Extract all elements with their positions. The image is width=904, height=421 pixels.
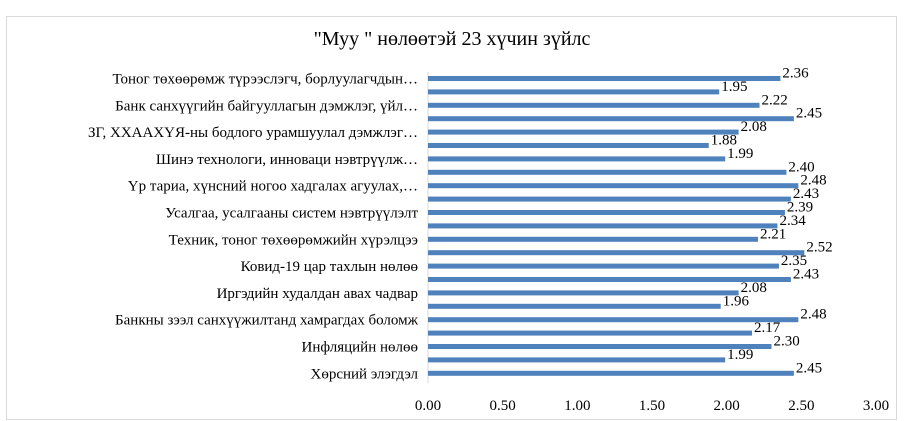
data-label: 1.95 bbox=[721, 79, 747, 95]
bar bbox=[428, 129, 739, 135]
bar bbox=[428, 236, 759, 242]
data-label: 2.45 bbox=[796, 106, 822, 122]
category-label: ЗГ, ХХААХҮЯ-ны бодлого урамшуулал дэмжлэ… bbox=[88, 125, 418, 141]
bar bbox=[428, 223, 778, 229]
category-label: Усалгаа, усалгааны систем нэвтрүүлэлт bbox=[165, 206, 418, 222]
bar bbox=[428, 210, 785, 215]
category-label: Ковид-19 цар тахлын нөлөө bbox=[241, 259, 418, 275]
category-label: Үр тариа, хүнсний ногоо хадгалах агуулах… bbox=[128, 179, 418, 195]
data-label: 2.08 bbox=[741, 119, 767, 135]
bar bbox=[428, 76, 781, 81]
data-label: 1.88 bbox=[711, 133, 737, 149]
bar bbox=[428, 344, 772, 349]
bar bbox=[428, 196, 791, 202]
category-label: Банк санхүүгийн байгууллагын дэмжлэг, үй… bbox=[115, 98, 418, 114]
data-label: 2.45 bbox=[796, 360, 822, 376]
bar bbox=[428, 89, 720, 95]
category-label: Инфляцийн нөлөө bbox=[302, 340, 418, 356]
x-tick-label: 1.00 bbox=[564, 398, 590, 414]
bar bbox=[428, 290, 739, 296]
category-label: Техник, тоног төхөөрөмжийн хүрэлцээ bbox=[169, 232, 418, 248]
bar bbox=[428, 250, 805, 256]
data-label: 2.08 bbox=[741, 280, 767, 296]
data-label: 2.34 bbox=[779, 213, 806, 229]
bar bbox=[428, 317, 799, 323]
bar bbox=[428, 357, 726, 363]
bar bbox=[428, 143, 709, 148]
data-label: 2.35 bbox=[781, 253, 807, 269]
chart-area bbox=[6, 16, 897, 420]
data-label: 2.21 bbox=[760, 226, 786, 242]
category-label: Хөрсний элэгдэл bbox=[311, 366, 419, 382]
data-label: 2.52 bbox=[806, 240, 832, 256]
data-label: 2.39 bbox=[787, 200, 813, 216]
data-label: 2.48 bbox=[800, 173, 826, 189]
data-label: 2.17 bbox=[754, 320, 781, 336]
bar bbox=[428, 156, 726, 162]
data-label: 2.30 bbox=[773, 334, 799, 350]
category-label: Иргэдийн худалдан авах чадвар bbox=[217, 286, 418, 302]
bar bbox=[428, 370, 794, 376]
data-label: 1.96 bbox=[723, 293, 750, 309]
bar bbox=[428, 330, 753, 336]
bar bbox=[428, 263, 779, 269]
chart-title: "Муу " нөлөөтэй 23 хүчин зүйлс bbox=[313, 28, 591, 50]
data-label: 2.48 bbox=[800, 307, 826, 323]
bar bbox=[428, 183, 799, 189]
x-tick-label: 0.50 bbox=[490, 398, 516, 414]
x-tick-label: 2.50 bbox=[788, 398, 814, 414]
category-label: Тоног төхөөрөмж түрээслэгч, борлуулагчды… bbox=[112, 72, 418, 88]
bar bbox=[428, 116, 794, 122]
data-label: 1.99 bbox=[727, 146, 753, 162]
bar bbox=[428, 169, 787, 175]
data-label: 2.40 bbox=[788, 159, 814, 175]
bar bbox=[428, 102, 760, 108]
data-label: 2.43 bbox=[793, 267, 819, 283]
x-tick-label: 3.00 bbox=[863, 398, 889, 414]
category-label: Банкны зээл санхүүжилтанд хамрагдах боло… bbox=[115, 313, 419, 329]
data-label: 1.99 bbox=[727, 347, 753, 363]
data-label: 2.22 bbox=[762, 92, 788, 108]
x-tick-label: 0.00 bbox=[415, 398, 441, 414]
x-tick-label: 1.50 bbox=[639, 398, 665, 414]
data-label: 2.36 bbox=[782, 66, 809, 82]
category-label: Шинэ технологи, инноваци нэвтрүүлж… bbox=[156, 152, 418, 168]
bar bbox=[428, 277, 791, 282]
x-tick-label: 2.00 bbox=[714, 398, 740, 414]
bar bbox=[428, 303, 721, 309]
data-label: 2.43 bbox=[793, 186, 819, 202]
